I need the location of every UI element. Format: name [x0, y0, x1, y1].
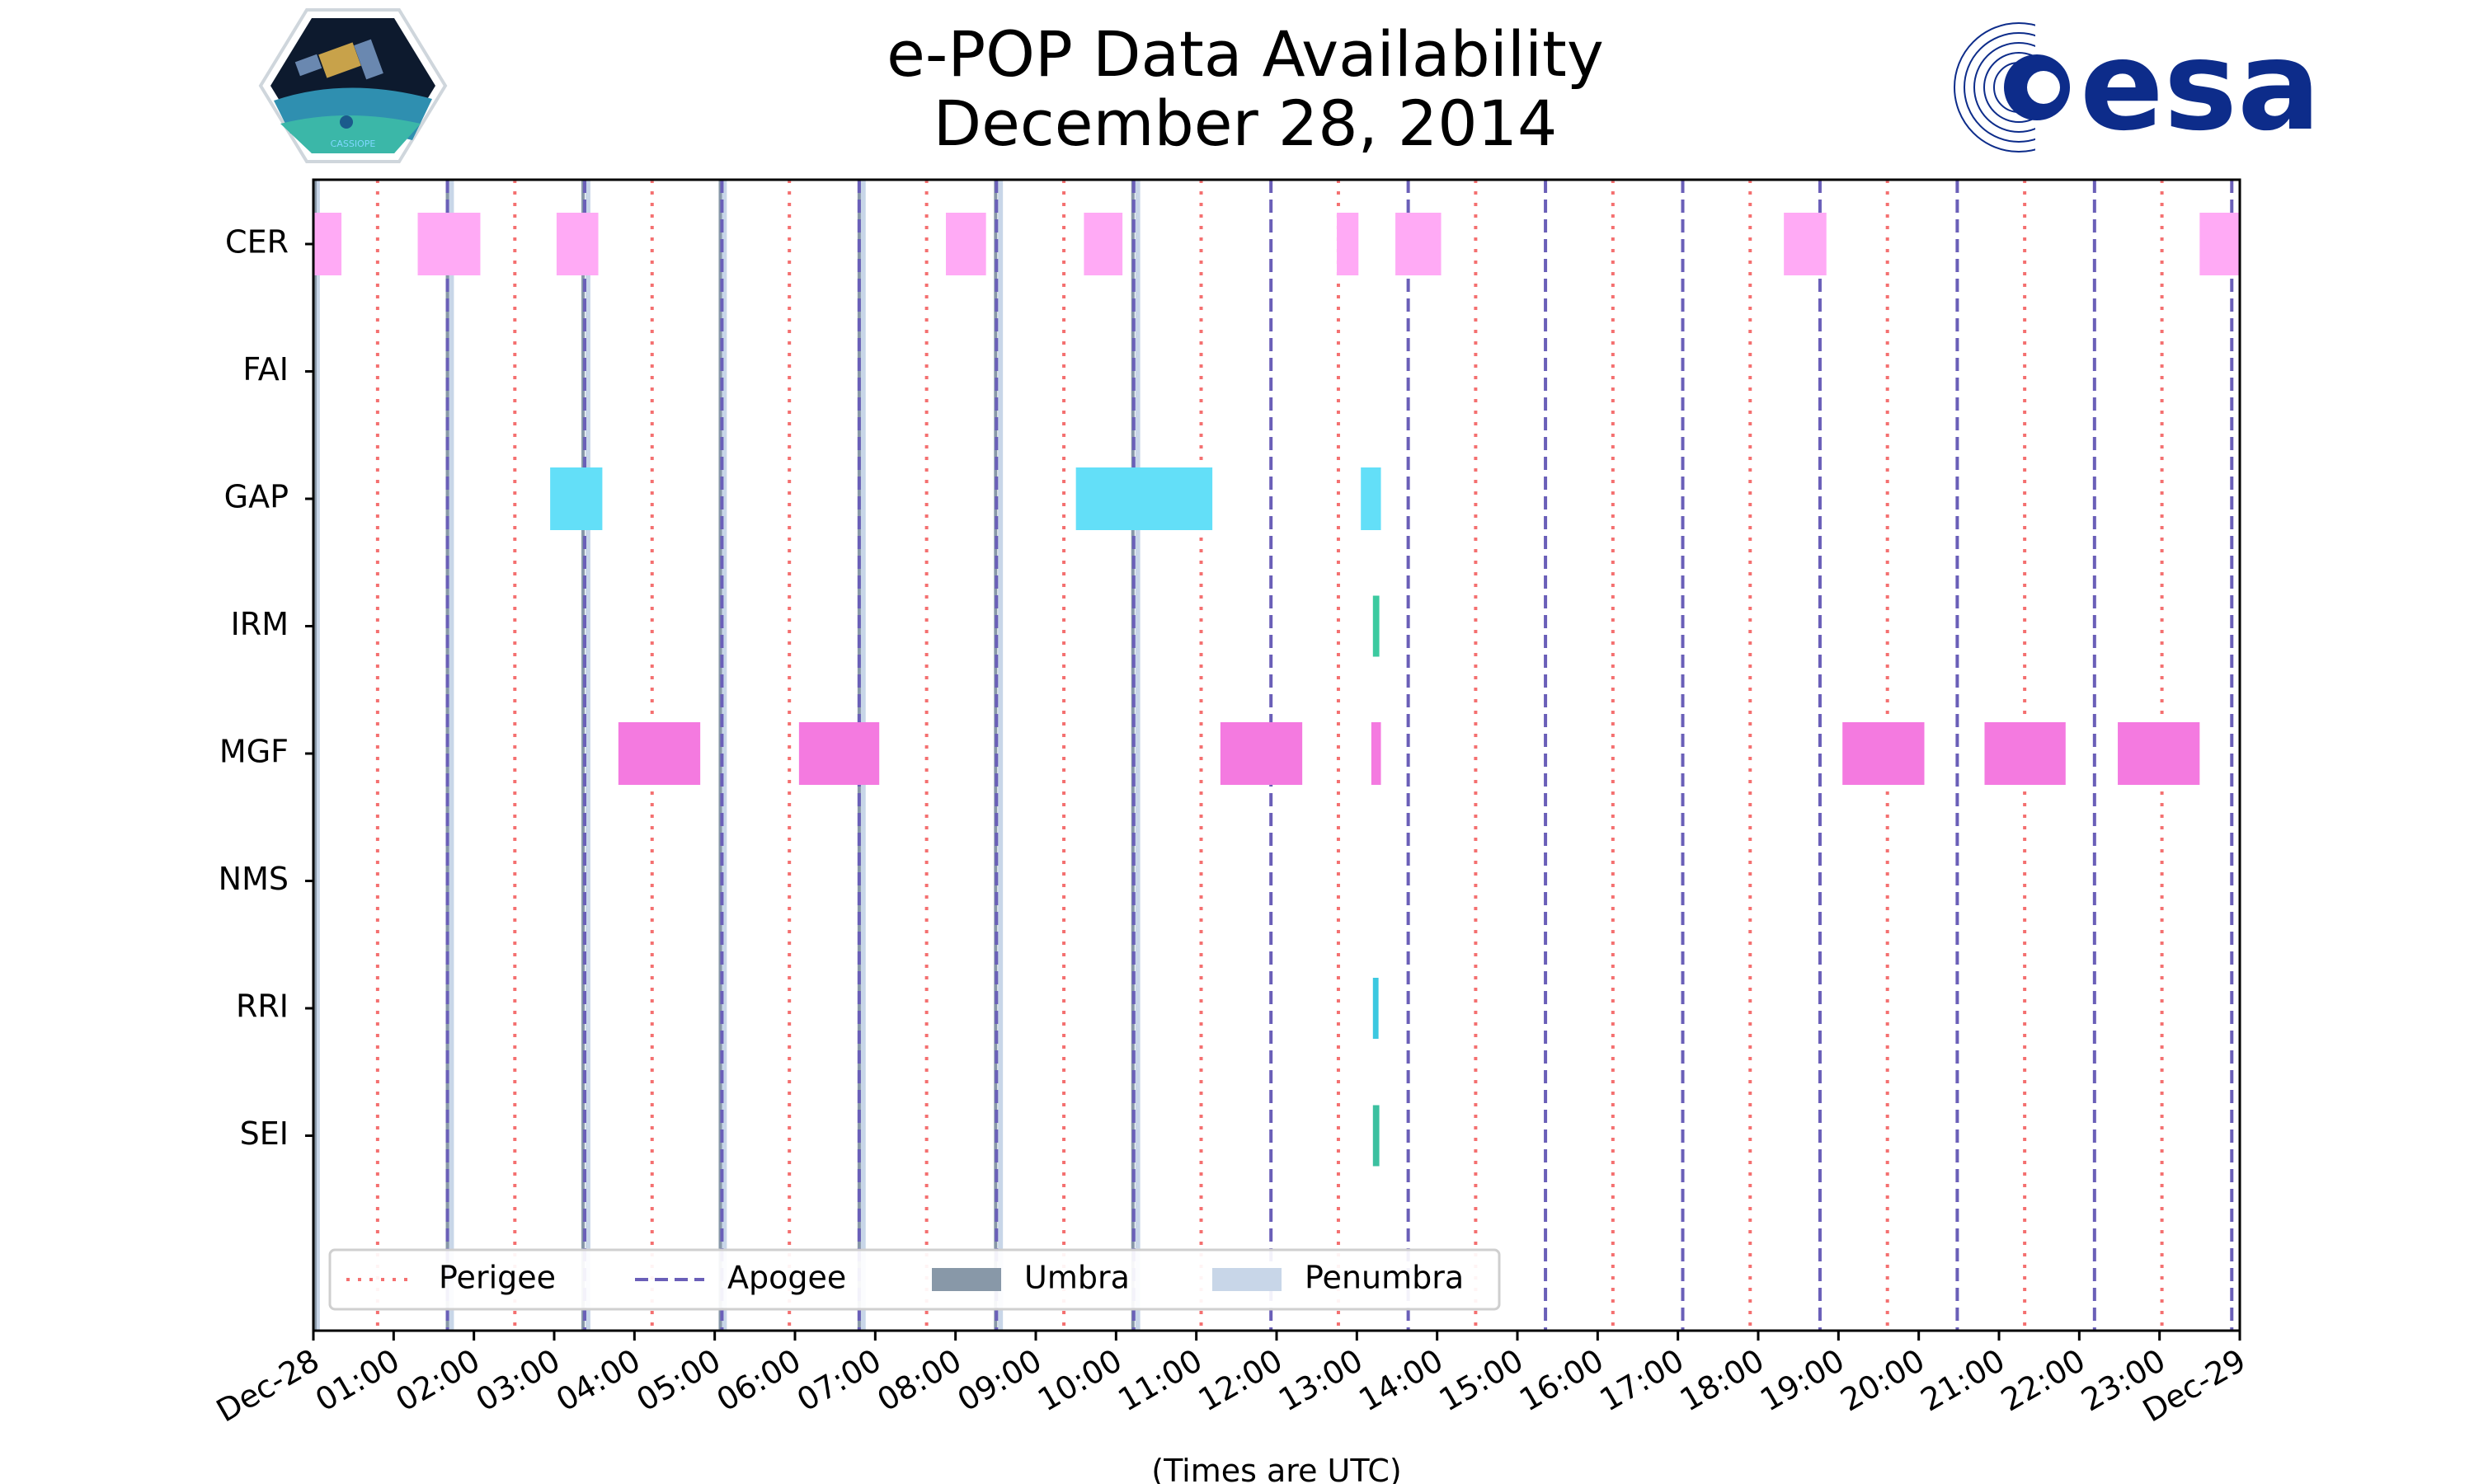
- segment-gap-10: [1075, 467, 1213, 530]
- legend-label-apogee: Apogee: [727, 1260, 846, 1296]
- x-label-7: 07:00: [791, 1342, 887, 1419]
- x-label-16: 16:00: [1513, 1342, 1610, 1419]
- segment-mgf-17: [1842, 722, 1925, 785]
- x-label-15: 15:00: [1433, 1342, 1530, 1419]
- segment-mgf-14: [798, 722, 880, 785]
- penumbra-band-0: [314, 180, 320, 1331]
- x-label-8: 08:00: [871, 1342, 967, 1419]
- segment-mgf-18: [1984, 722, 2066, 785]
- x-label-1: 01:00: [309, 1342, 406, 1419]
- x-label-22: 22:00: [1995, 1342, 2091, 1419]
- segment-cer-0: [313, 213, 342, 275]
- x-label-18: 18:00: [1674, 1342, 1771, 1419]
- esa-logo: esa: [1954, 15, 2321, 158]
- segment-cer-2: [556, 213, 599, 275]
- chart-title-line2: December 28, 2014: [934, 87, 1558, 160]
- legend: Perigee Apogee Umbra Penumbra: [328, 1248, 1501, 1311]
- x-label-13: 13:00: [1272, 1342, 1369, 1419]
- x-label-12: 12:00: [1192, 1342, 1289, 1419]
- segment-gap-11: [1361, 467, 1381, 530]
- cassiope-logo: CASSIOPE: [258, 8, 448, 163]
- x-label-10: 10:00: [1032, 1342, 1128, 1419]
- x-axis-label: (Times are UTC): [1151, 1453, 1401, 1484]
- cassiope-logo-text: CASSIOPE: [331, 139, 376, 149]
- x-label-2: 02:00: [389, 1342, 486, 1419]
- segment-cer-3: [945, 213, 986, 275]
- esa-logo-text: esa: [2080, 15, 2321, 158]
- penumbra-band-5: [998, 180, 1004, 1331]
- y-label-cer: CER: [225, 224, 289, 261]
- segment-cer-5: [1337, 213, 1359, 275]
- x-label-6: 06:00: [711, 1342, 807, 1419]
- segment-cer-7: [1784, 213, 1827, 275]
- segment-cer-1: [417, 213, 481, 275]
- umbra-band-0: [313, 180, 317, 1331]
- x-label-5: 05:00: [630, 1342, 727, 1419]
- x-axis: Dec-2801:0002:0003:0004:0005:0006:0007:0…: [210, 1331, 2252, 1430]
- segment-mgf-15: [1220, 722, 1303, 785]
- legend-swatch-penumbra: [1212, 1268, 1282, 1291]
- x-label-11: 11:00: [1112, 1342, 1208, 1419]
- x-label-20: 20:00: [1834, 1342, 1931, 1419]
- orbit-event-lines: [375, 180, 2234, 1331]
- segment-mgf-16: [1371, 722, 1381, 785]
- segment-gap-9: [550, 467, 603, 530]
- legend-swatch-umbra: [932, 1268, 1001, 1291]
- x-label-19: 19:00: [1754, 1342, 1851, 1419]
- penumbra-band-6: [1135, 180, 1141, 1331]
- x-label-4: 04:00: [550, 1342, 647, 1419]
- legend-label-umbra: Umbra: [1024, 1260, 1130, 1296]
- segment-cer-6: [1395, 213, 1442, 275]
- segment-cer-8: [2199, 213, 2240, 275]
- x-label-14: 14:00: [1352, 1342, 1449, 1419]
- data-segments: [313, 213, 2240, 1167]
- y-label-sei: SEI: [240, 1115, 289, 1152]
- y-axis: CER FAI GAP IRM MGF NMS RRI SEI: [219, 224, 313, 1152]
- chart-title-line1: e-POP Data Availability: [887, 17, 1604, 91]
- penumbra-band-1: [449, 180, 454, 1331]
- x-label-21: 21:00: [1915, 1342, 2011, 1419]
- x-label-17: 17:00: [1593, 1342, 1690, 1419]
- y-label-irm: IRM: [231, 606, 289, 642]
- y-label-fai: FAI: [242, 351, 289, 387]
- y-label-rri: RRI: [236, 989, 289, 1025]
- x-label-3: 03:00: [470, 1342, 567, 1419]
- segment-mgf-19: [2118, 722, 2200, 785]
- segment-rri-20: [1372, 978, 1379, 1039]
- segment-sei-21: [1372, 1105, 1380, 1167]
- segment-mgf-13: [618, 722, 701, 785]
- y-label-gap: GAP: [224, 479, 289, 515]
- y-label-nms: NMS: [219, 861, 289, 897]
- legend-label-penumbra: Penumbra: [1305, 1260, 1464, 1296]
- legend-box: [328, 1248, 1501, 1311]
- penumbra-band-2: [585, 180, 590, 1331]
- segment-irm-12: [1372, 595, 1380, 657]
- penumbra-band-3: [722, 180, 727, 1331]
- segment-cer-4: [1084, 213, 1123, 275]
- x-label-0: Dec-28: [210, 1342, 325, 1430]
- legend-label-perigee: Perigee: [439, 1260, 556, 1296]
- y-label-mgf: MGF: [219, 734, 289, 770]
- x-label-9: 09:00: [952, 1342, 1048, 1419]
